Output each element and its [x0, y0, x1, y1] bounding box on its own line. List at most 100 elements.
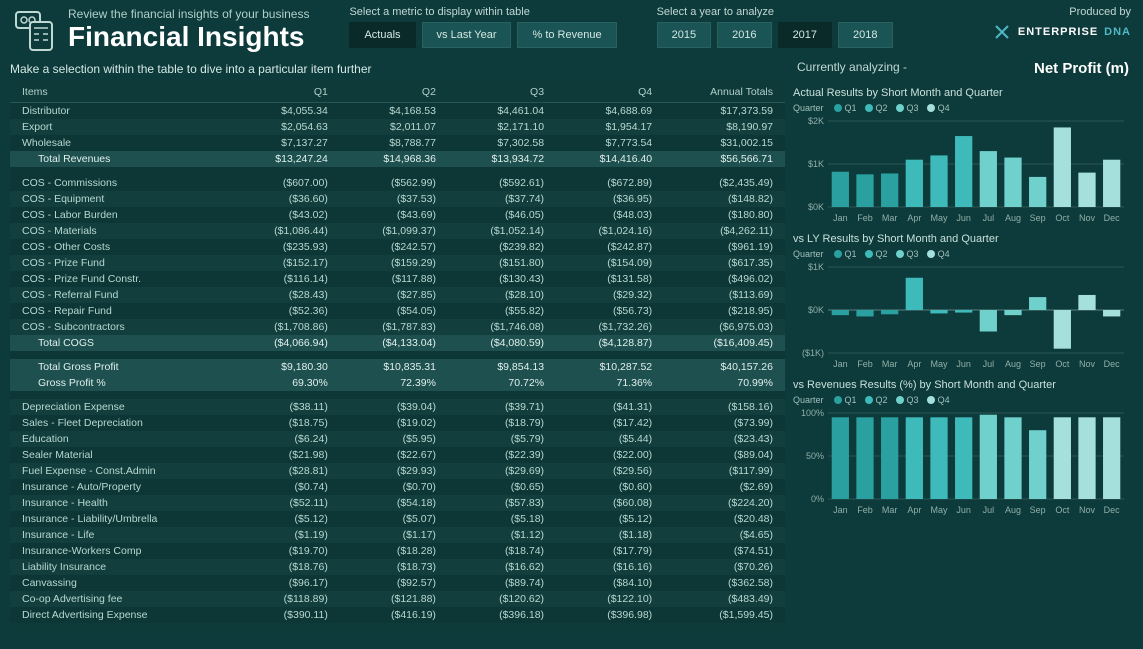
table-row[interactable]: Canvassing($96.17)($92.57)($89.74)($84.1… — [10, 575, 785, 591]
table-row[interactable]: COS - Referral Fund($28.43)($27.85)($28.… — [10, 287, 785, 303]
table-row[interactable]: COS - Other Costs($235.93)($242.57)($239… — [10, 239, 785, 255]
table-row[interactable]: Total Revenues$13,247.24$14,968.36$13,93… — [10, 151, 785, 167]
table-cell: ($27.85) — [340, 287, 448, 303]
table-cell: ($2.69) — [664, 479, 785, 495]
chart-vsrev: 0%50%100%JanFebMarAprMayJunJulAugSepOctN… — [793, 407, 1133, 517]
table-row[interactable]: Distributor$4,055.34$4,168.53$4,461.04$4… — [10, 103, 785, 120]
table-cell: ($19.70) — [232, 543, 340, 559]
svg-text:Aug: Aug — [1005, 505, 1021, 515]
svg-text:Jun: Jun — [956, 359, 971, 369]
table-cell: ($5.18) — [448, 511, 556, 527]
table-row[interactable]: COS - Equipment($36.60)($37.53)($37.74)(… — [10, 191, 785, 207]
table-cell: ($239.82) — [448, 239, 556, 255]
svg-text:Nov: Nov — [1079, 359, 1096, 369]
svg-text:$1K: $1K — [808, 262, 824, 272]
table-row[interactable]: COS - Labor Burden($43.02)($43.69)($46.0… — [10, 207, 785, 223]
table-row[interactable]: Insurance-Workers Comp($19.70)($18.28)($… — [10, 543, 785, 559]
table-cell: ($416.19) — [340, 607, 448, 623]
table-row[interactable]: COS - Prize Fund Constr.($116.14)($117.8… — [10, 271, 785, 287]
column-header[interactable]: Annual Totals — [664, 82, 785, 103]
table-row[interactable]: COS - Prize Fund($152.17)($159.29)($151.… — [10, 255, 785, 271]
table-row[interactable]: Education($6.24)($5.95)($5.79)($5.44)($2… — [10, 431, 785, 447]
table-cell: ($20.48) — [664, 511, 785, 527]
svg-text:Jul: Jul — [983, 359, 995, 369]
table-cell: ($19.02) — [340, 415, 448, 431]
table-cell: ($29.93) — [340, 463, 448, 479]
table-cell: Wholesale — [10, 135, 232, 151]
metric-button-vs-last-year[interactable]: vs Last Year — [422, 22, 512, 48]
table-cell: ($18.75) — [232, 415, 340, 431]
table-row[interactable]: COS - Subcontractors($1,708.86)($1,787.8… — [10, 319, 785, 335]
table-instruction: Make a selection within the table to div… — [10, 62, 785, 76]
year-button-2015[interactable]: 2015 — [657, 22, 711, 48]
table-cell: ($1,024.16) — [556, 223, 664, 239]
table-cell: Sales - Fleet Depreciation — [10, 415, 232, 431]
table-row[interactable]: Fuel Expense - Const.Admin($28.81)($29.9… — [10, 463, 785, 479]
column-header[interactable]: Q3 — [448, 82, 556, 103]
table-row[interactable]: Insurance - Liability/Umbrella($5.12)($5… — [10, 511, 785, 527]
svg-text:Sep: Sep — [1030, 505, 1046, 515]
table-row[interactable]: Wholesale$7,137.27$8,788.77$7,302.58$7,7… — [10, 135, 785, 151]
table-row[interactable]: COS - Commissions($607.00)($562.99)($592… — [10, 175, 785, 191]
column-header[interactable]: Items — [10, 82, 232, 103]
year-button-2018[interactable]: 2018 — [838, 22, 892, 48]
table-cell: ($0.60) — [556, 479, 664, 495]
table-cell: $56,566.71 — [664, 151, 785, 167]
table-row[interactable]: Co-op Advertising fee($118.89)($121.88)(… — [10, 591, 785, 607]
table-cell: Education — [10, 431, 232, 447]
chart-actual: $0K$1K$2KJanFebMarAprMayJunJulAugSepOctN… — [793, 115, 1133, 225]
table-row[interactable]: Total COGS($4,066.94)($4,133.04)($4,080.… — [10, 335, 785, 351]
table-cell: $40,157.26 — [664, 359, 785, 375]
financial-table-scroll[interactable]: ItemsQ1Q2Q3Q4Annual Totals Distributor$4… — [10, 82, 785, 629]
table-cell: ($28.43) — [232, 287, 340, 303]
table-row[interactable]: Sealer Material($21.98)($22.67)($22.39)(… — [10, 447, 785, 463]
table-row[interactable]: Depreciation Expense($38.11)($39.04)($39… — [10, 399, 785, 415]
table-row[interactable]: COS - Repair Fund($52.36)($54.05)($55.82… — [10, 303, 785, 319]
table-row[interactable]: Insurance - Health($52.11)($54.18)($57.8… — [10, 495, 785, 511]
column-header[interactable]: Q2 — [340, 82, 448, 103]
svg-text:$1K: $1K — [808, 159, 824, 169]
table-cell: ($483.49) — [664, 591, 785, 607]
table-row[interactable]: Insurance - Auto/Property($0.74)($0.70)(… — [10, 479, 785, 495]
table-row[interactable]: Gross Profit %69.30%72.39%70.72%71.36%70… — [10, 375, 785, 391]
table-row[interactable]: COS - Materials($1,086.44)($1,099.37)($1… — [10, 223, 785, 239]
table-cell: ($1,746.08) — [448, 319, 556, 335]
metric-button-actuals[interactable]: Actuals — [349, 22, 415, 48]
table-cell: ($60.08) — [556, 495, 664, 511]
table-cell: ($5.44) — [556, 431, 664, 447]
table-row[interactable]: Insurance - Life($1.19)($1.17)($1.12)($1… — [10, 527, 785, 543]
table-cell: ($4,128.87) — [556, 335, 664, 351]
metric-button--to-revenue[interactable]: % to Revenue — [517, 22, 616, 48]
table-cell: COS - Materials — [10, 223, 232, 239]
svg-text:Mar: Mar — [882, 505, 898, 515]
table-cell: ($6,975.03) — [664, 319, 785, 335]
table-cell: ($22.67) — [340, 447, 448, 463]
column-header[interactable]: Q4 — [556, 82, 664, 103]
table-row[interactable]: Total Gross Profit$9,180.30$10,835.31$9,… — [10, 359, 785, 375]
table-row[interactable]: Liability Insurance($18.76)($18.73)($16.… — [10, 559, 785, 575]
table-cell: $14,968.36 — [340, 151, 448, 167]
analyzing-value: Net Profit (m) — [1034, 60, 1129, 77]
table-row[interactable]: Export$2,054.63$2,011.07$2,171.10$1,954.… — [10, 119, 785, 135]
table-cell: ($120.62) — [448, 591, 556, 607]
year-button-2017[interactable]: 2017 — [778, 22, 832, 48]
chart-vsly: ($1K)$0K$1KJanFebMarAprMayJunJulAugSepOc… — [793, 261, 1133, 371]
table-cell: ($4,080.59) — [448, 335, 556, 351]
table-cell: ($73.99) — [664, 415, 785, 431]
table-cell: $9,180.30 — [232, 359, 340, 375]
svg-text:$0K: $0K — [808, 202, 824, 212]
table-cell: ($152.17) — [232, 255, 340, 271]
table-row[interactable]: Direct Advertising Expense($390.11)($416… — [10, 607, 785, 623]
svg-text:Sep: Sep — [1030, 213, 1046, 223]
table-cell: 70.99% — [664, 375, 785, 391]
year-button-2016[interactable]: 2016 — [717, 22, 771, 48]
table-cell: ($5.12) — [232, 511, 340, 527]
table-cell: $7,773.54 — [556, 135, 664, 151]
column-header[interactable]: Q1 — [232, 82, 340, 103]
table-cell: $4,461.04 — [448, 103, 556, 120]
table-cell: ($592.61) — [448, 175, 556, 191]
table-row[interactable]: Sales - Fleet Depreciation($18.75)($19.0… — [10, 415, 785, 431]
table-cell: ($116.14) — [232, 271, 340, 287]
svg-text:Oct: Oct — [1055, 213, 1070, 223]
table-cell: Sealer Material — [10, 447, 232, 463]
